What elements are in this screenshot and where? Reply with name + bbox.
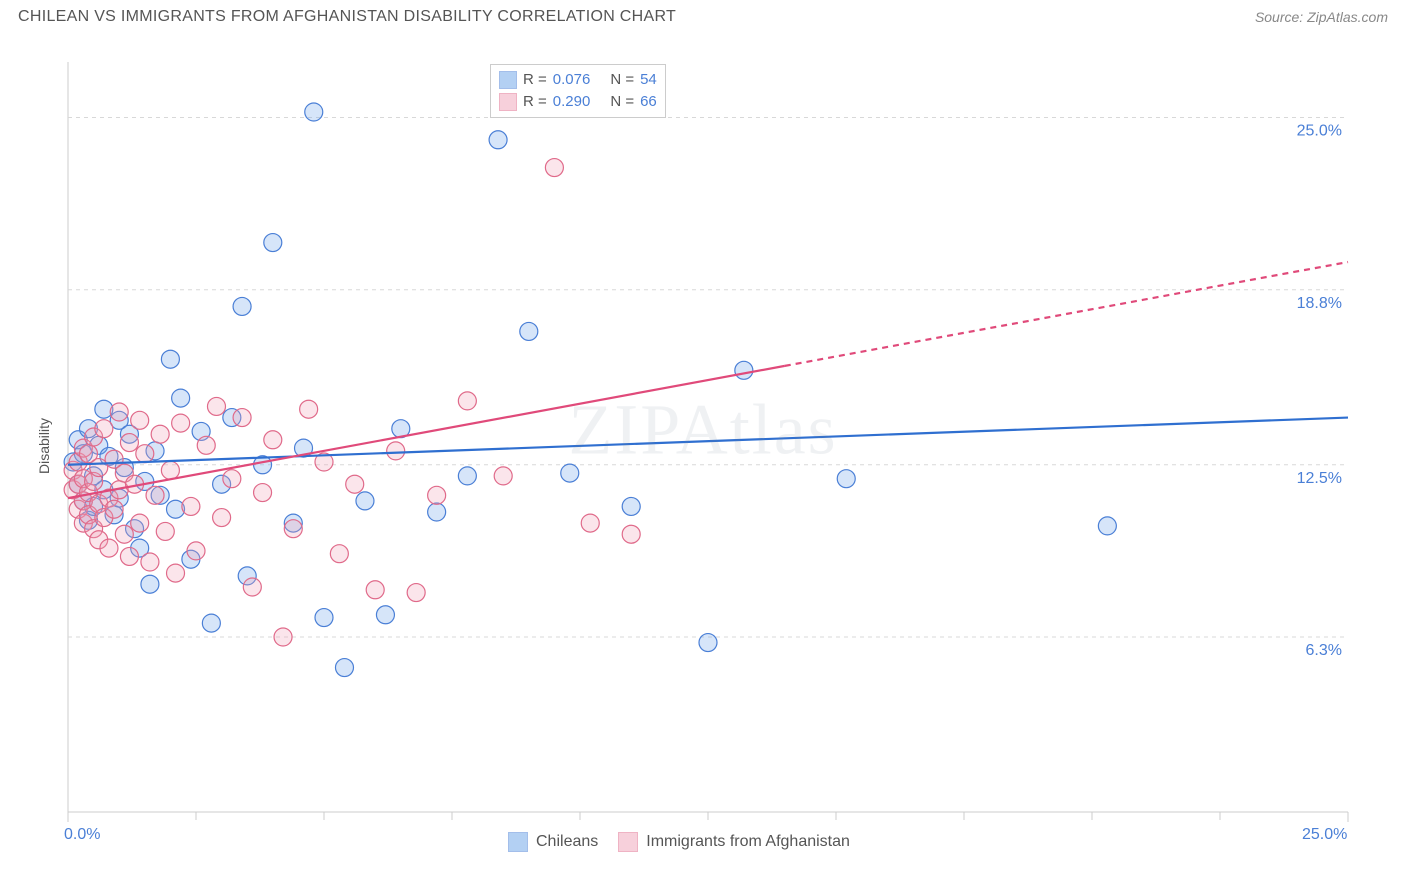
svg-text:12.5%: 12.5% [1297,470,1342,487]
correlation-legend: R = 0.076 N = 54 R = 0.290 N = 66 [490,64,666,118]
legend-swatch [618,832,638,852]
legend-swatch [508,832,528,852]
series-legend: Chileans Immigrants from Afghanistan [508,832,850,852]
legend-r-label: R = [523,69,547,91]
x-axis-max-label: 25.0% [1302,826,1347,844]
legend-r-value: 0.290 [553,91,591,113]
legend-n-label: N = [610,69,634,91]
legend-r-value: 0.076 [553,69,591,91]
series-legend-item: Immigrants from Afghanistan [618,832,850,852]
legend-swatch [499,71,517,89]
legend-r-label: R = [523,91,547,113]
chart-container: Disability ZIPAtlas 6.3%12.5%18.8%25.0% … [18,42,1388,850]
legend-row: R = 0.290 N = 66 [499,91,657,113]
page-title: CHILEAN VS IMMIGRANTS FROM AFGHANISTAN D… [18,8,676,26]
scatter-chart: 6.3% 12.5% 18.8% 25.0% [18,42,1388,850]
series-legend-item: Chileans [508,832,598,852]
svg-text:18.8%: 18.8% [1297,295,1342,312]
series-name: Immigrants from Afghanistan [646,833,850,851]
svg-text:25.0%: 25.0% [1297,123,1342,140]
source-label: Source: ZipAtlas.com [1255,9,1388,25]
y-axis-title: Disability [36,418,52,474]
series-name: Chileans [536,833,598,851]
svg-text:6.3%: 6.3% [1306,642,1342,659]
legend-n-value: 54 [640,69,657,91]
legend-swatch [499,93,517,111]
x-axis-min-label: 0.0% [64,826,100,844]
legend-n-label: N = [610,91,634,113]
legend-row: R = 0.076 N = 54 [499,69,657,91]
legend-n-value: 66 [640,91,657,113]
